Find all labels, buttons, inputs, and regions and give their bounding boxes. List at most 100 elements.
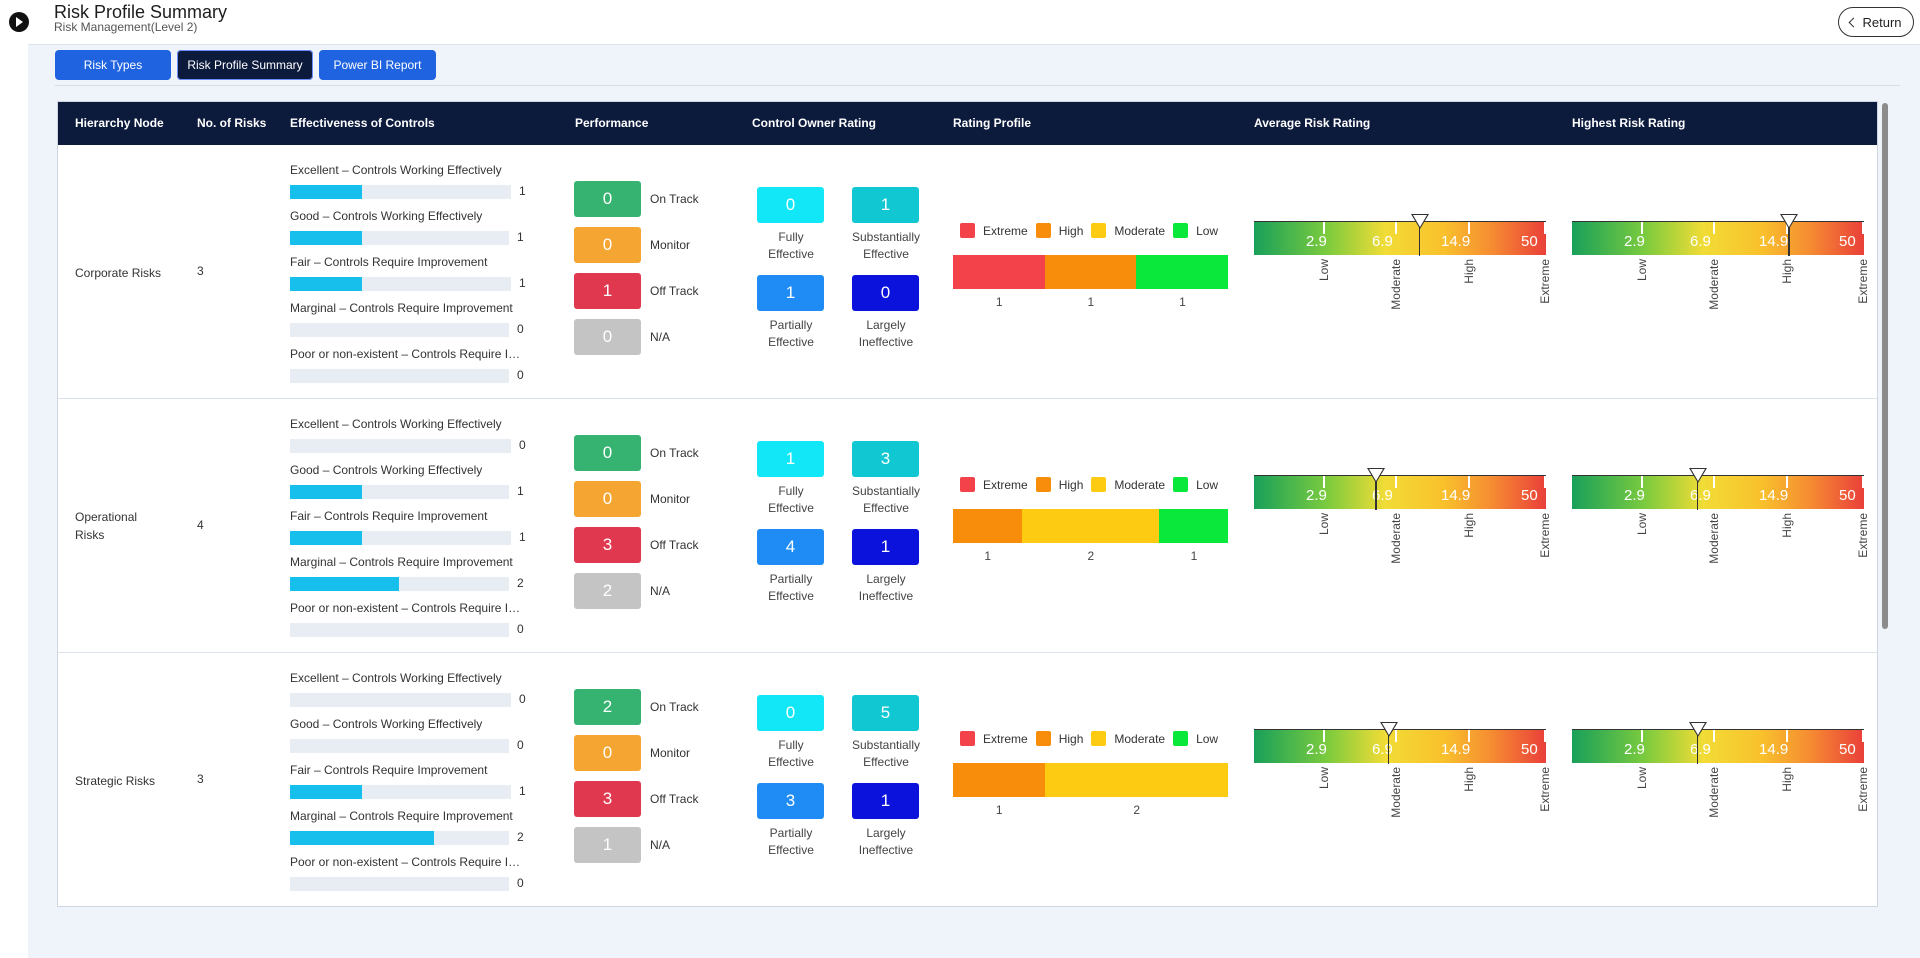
hierarchy-node-label[interactable]: Corporate Risks — [75, 266, 162, 280]
gauge-tick-label: 50 — [1521, 233, 1538, 250]
effectiveness-count: 1 — [519, 784, 526, 798]
header-rating-profile: Rating Profile — [953, 116, 1032, 130]
performance-count-box[interactable]: 0 — [574, 735, 641, 771]
hierarchy-node-label[interactable]: Strategic Risks — [75, 774, 156, 788]
rating-profile-segment[interactable] — [953, 509, 1022, 543]
vertical-scrollbar[interactable] — [1879, 101, 1891, 907]
effectiveness-bar-track — [290, 439, 511, 453]
performance-count-box[interactable]: 3 — [574, 527, 641, 563]
control-owner-count-box[interactable]: 3 — [852, 441, 919, 477]
control-owner-count-box[interactable]: 3 — [757, 783, 824, 819]
legend-item: Low — [1173, 731, 1218, 746]
rating-profile-segment[interactable] — [1159, 509, 1228, 543]
highest-risk-gauge: 2.9 6.9 14.9 50 Low Moderate High Extreme — [1572, 465, 1870, 565]
performance-count-box[interactable]: 1 — [574, 273, 641, 309]
legend-label: Extreme — [983, 223, 1028, 238]
effectiveness-bar-fill — [290, 231, 362, 245]
effectiveness-bar-track — [290, 485, 509, 499]
table-row: Strategic Risks 3 Excellent – Controls Wor… — [58, 653, 1877, 906]
effectiveness-bar-track — [290, 785, 511, 799]
risk-profile-table: Hierarchy Node No. of Risks Effectivenes… — [57, 101, 1878, 907]
rating-profile-segment[interactable] — [1044, 255, 1137, 289]
legend-item: Low — [1173, 223, 1218, 238]
control-owner-count-box[interactable]: 0 — [757, 695, 824, 731]
control-owner-label-line1: Partially — [769, 826, 813, 840]
gauge-tick — [1786, 730, 1788, 742]
performance-count-box[interactable]: 2 — [574, 689, 641, 725]
control-owner-count-box[interactable]: 1 — [757, 275, 824, 311]
hierarchy-node-label[interactable]: Operational Risks — [75, 510, 138, 542]
gauge-category-label: High — [1462, 513, 1476, 538]
gauge-marker-icon — [1688, 722, 1707, 737]
gauge-marker-line — [1375, 476, 1377, 510]
effectiveness-item: Marginal – Controls Require Improvement 0 — [290, 301, 524, 337]
control-owner-count-box[interactable]: 1 — [757, 441, 824, 477]
performance-count-box[interactable]: 0 — [574, 181, 641, 217]
gauge-tick-label: 6.9 — [1372, 487, 1393, 504]
control-owner-label-line1: Largely — [866, 572, 906, 586]
performance-count-box[interactable]: 2 — [574, 573, 641, 609]
control-owner-count-box[interactable]: 0 — [852, 275, 919, 311]
rating-profile-segment[interactable] — [1044, 763, 1228, 797]
effectiveness-item: Good – Controls Working Effectively 1 — [290, 209, 524, 245]
control-owner-label: Substantially Effective — [831, 483, 941, 517]
performance-count-box[interactable]: 1 — [574, 827, 641, 863]
rating-profile-segment[interactable] — [1136, 255, 1228, 289]
rating-profile-segment[interactable] — [953, 255, 1045, 289]
gauge-tick-label: 6.9 — [1372, 233, 1393, 250]
gauge-category-label: Extreme — [1538, 767, 1552, 812]
effectiveness-item: Poor or non-existent – Controls Require … — [290, 855, 524, 891]
effectiveness-bar-track — [290, 831, 509, 845]
performance-count-box[interactable]: 0 — [574, 319, 641, 355]
gauge-category-label: High — [1780, 513, 1794, 538]
legend-item: Moderate — [1091, 731, 1165, 746]
effectiveness-item: Marginal – Controls Require Improvement 2 — [290, 809, 524, 845]
control-owner-label-line2: Effective — [863, 755, 909, 769]
control-owner-label: Largely Ineffective — [831, 825, 941, 859]
control-owner-label: Substantially Effective — [831, 737, 941, 771]
return-button[interactable]: Return — [1838, 7, 1914, 37]
effectiveness-count: 0 — [517, 738, 524, 752]
gauge-tick-label: 50 — [1839, 741, 1856, 758]
gauge-bar: 2.9 6.9 14.9 50 — [1254, 722, 1546, 764]
tab-power-bi-report[interactable]: Power BI Report — [319, 50, 436, 80]
tab-risk-types[interactable]: Risk Types — [55, 50, 171, 80]
gauge-bar: 2.9 6.9 14.9 50 — [1572, 722, 1864, 764]
gauge-tick — [1395, 222, 1397, 234]
rating-profile-segment[interactable] — [1021, 509, 1160, 543]
gauge-marker-line — [1696, 476, 1699, 510]
effectiveness-label: Good – Controls Working Effectively — [290, 209, 483, 223]
effectiveness-bar-track — [290, 369, 509, 383]
effectiveness-bar-track — [290, 185, 511, 199]
tab-risk-profile-summary[interactable]: Risk Profile Summary — [177, 50, 313, 80]
control-owner-count-box[interactable]: 4 — [757, 529, 824, 565]
control-owner-count-box[interactable]: 1 — [852, 529, 919, 565]
rating-profile-segment[interactable] — [953, 763, 1045, 797]
legend-label: High — [1058, 477, 1084, 492]
legend-item: Moderate — [1091, 223, 1165, 238]
legend-swatch — [1091, 223, 1107, 238]
effectiveness-count: 2 — [517, 830, 524, 844]
control-owner-count-box[interactable]: 5 — [852, 695, 919, 731]
page-title: Risk Profile Summary — [54, 2, 228, 22]
effectiveness-item: Marginal – Controls Require Improvement 2 — [290, 555, 524, 591]
app-logo-icon[interactable] — [9, 12, 29, 32]
control-owner-count-box[interactable]: 1 — [852, 187, 919, 223]
rating-profile-bar — [953, 763, 1228, 797]
effectiveness-item: Excellent – Controls Working Effectively… — [290, 163, 526, 199]
control-owner-count-box[interactable]: 0 — [757, 187, 824, 223]
performance-count-box[interactable]: 0 — [574, 481, 641, 517]
risk-count: 3 — [197, 264, 204, 278]
performance-count-box[interactable]: 3 — [574, 781, 641, 817]
table-header: Hierarchy Node No. of Risks Effectivenes… — [58, 102, 1877, 145]
scrollbar-thumb[interactable] — [1882, 103, 1888, 629]
gauge-marker-line — [1788, 222, 1790, 256]
effectiveness-count: 1 — [519, 530, 526, 544]
effectiveness-count: 2 — [517, 576, 524, 590]
performance-count-box[interactable]: 0 — [574, 435, 641, 471]
legend-item: Extreme — [960, 731, 1028, 746]
performance-count-box[interactable]: 0 — [574, 227, 641, 263]
effectiveness-bar-track — [290, 577, 509, 591]
control-owner-count-box[interactable]: 1 — [852, 783, 919, 819]
effectiveness-item: Fair – Controls Require Improvement 1 — [290, 255, 526, 291]
